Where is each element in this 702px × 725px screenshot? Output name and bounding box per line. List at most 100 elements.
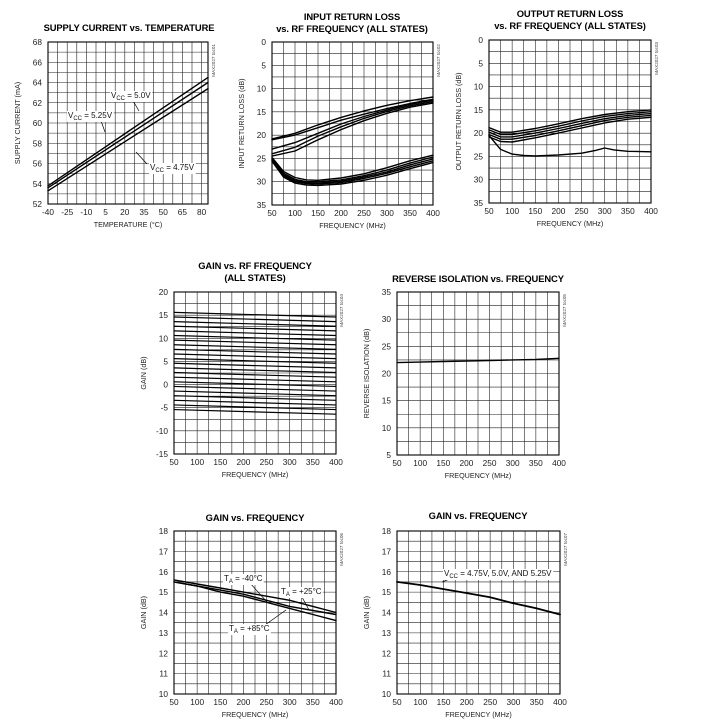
annotation-main: T — [281, 587, 286, 596]
x-tick-label: 400 — [329, 457, 343, 467]
series-line — [271, 100, 434, 155]
y-tick-label: 20 — [474, 128, 484, 138]
series-line — [47, 76, 209, 187]
annotation-subscript: A — [286, 592, 290, 598]
x-tick-label: 250 — [260, 457, 274, 467]
annotation-subscript: A — [234, 629, 238, 635]
y-tick-label: 20 — [257, 130, 267, 140]
y-tick-label: 18 — [382, 526, 392, 536]
chart-title: GAIN vs. FREQUENCY — [429, 510, 529, 521]
x-tick-label: 100 — [190, 697, 204, 707]
x-axis-label: FREQUENCY (MHz) — [445, 710, 512, 719]
annotation-leader — [301, 596, 310, 611]
annotation-main: T — [229, 624, 234, 633]
x-axis-label: FREQUENCY (MHz) — [222, 470, 289, 479]
y-tick-label: 15 — [382, 396, 392, 406]
series-annotation: VCC = 5.25V — [67, 111, 114, 133]
toc-label: MAX2027 toc05 — [562, 294, 567, 327]
series-line — [173, 581, 337, 622]
toc-label: MAX2027 toc06 — [339, 533, 344, 566]
y-tick-label: 62 — [33, 98, 43, 108]
series-line — [173, 348, 337, 355]
series-line — [488, 116, 652, 143]
x-axis-label: FREQUENCY (MHz) — [445, 471, 512, 480]
x-tick-label: 150 — [213, 697, 227, 707]
x-tick-label: 50 — [392, 697, 402, 707]
chart-title: GAIN vs. RF FREQUENCY — [198, 260, 312, 271]
annotation-rest: = +85°C — [238, 624, 270, 633]
y-tick-label: 16 — [382, 567, 392, 577]
chart-gain-temperature: GAIN vs. FREQUENCY 50 100 150 200 250 300 350 40… — [139, 512, 344, 719]
x-tick-label: 150 — [528, 206, 542, 216]
series-line — [173, 395, 337, 401]
plot-frame — [488, 39, 652, 204]
series-annotation: VCC = 4.75V, 5.0V, AND 5.25V — [441, 569, 554, 583]
chart-title: INPUT RETURN LOSS — [304, 11, 400, 22]
x-tick-label: 50 — [159, 207, 169, 217]
toc-label: MAX2027 toc04 — [339, 294, 344, 327]
y-tick-label: 20 — [159, 287, 169, 297]
y-tick-label: -10 — [156, 426, 168, 436]
series-line — [173, 385, 337, 392]
x-tick-label: 50 — [267, 208, 277, 218]
toc-label: MAX2027 toc03 — [654, 42, 659, 75]
annotation-text: VCC = 4.75V, 5.0V, AND 5.25V — [444, 569, 552, 580]
series-line — [173, 399, 337, 406]
y-tick-label: 10 — [257, 84, 267, 94]
y-tick-label: 15 — [382, 587, 392, 597]
y-tick-label: 10 — [382, 423, 392, 433]
y-tick-label: 64 — [33, 78, 43, 88]
x-tick-label: 400 — [553, 697, 567, 707]
x-tick-label: 50 — [392, 458, 402, 468]
x-tick-label: 35 — [139, 207, 149, 217]
x-tick-label: 350 — [306, 697, 320, 707]
annotation-rest: = 5.0V — [125, 91, 151, 100]
x-tick-label: 300 — [283, 457, 297, 467]
plot-grid — [396, 530, 561, 695]
x-tick-label: 400 — [644, 206, 658, 216]
y-tick-label: 5 — [261, 60, 266, 70]
x-tick-label: 300 — [598, 206, 612, 216]
chart-gain-vcc: GAIN vs. FREQUENCY 50 100 150 200 250 300 350 40… — [362, 510, 568, 719]
chart-title: GAIN vs. FREQUENCY — [206, 512, 306, 523]
y-tick-label: 30 — [474, 175, 484, 185]
x-axis-label: FREQUENCY (MHz) — [537, 219, 604, 228]
y-tick-label: 15 — [159, 310, 169, 320]
annotation-leader — [264, 609, 287, 626]
y-tick-label: 15 — [474, 105, 484, 115]
x-tick-label: 50 — [169, 697, 179, 707]
x-tick-label: 100 — [413, 697, 427, 707]
x-tick-label: 400 — [426, 208, 440, 218]
chart-reverse-isolation: REVERSE ISOLATION vs. FREQUENCY 50 100 150 2… — [362, 273, 567, 480]
y-tick-label: 10 — [474, 82, 484, 92]
series-group — [271, 96, 434, 187]
y-tick-label: 17 — [159, 546, 169, 556]
annotation-background — [67, 111, 114, 122]
x-tick-label: 150 — [213, 457, 227, 467]
x-tick-label: 200 — [552, 206, 566, 216]
x-tick-label: -40 — [42, 207, 54, 217]
series-line — [173, 579, 337, 614]
x-tick-label: 150 — [311, 208, 325, 218]
series-line — [488, 110, 652, 136]
plot-frame — [396, 291, 560, 456]
series-line — [173, 404, 337, 411]
x-tick-label: 200 — [460, 697, 474, 707]
series-line — [173, 311, 337, 318]
annotation-background — [223, 574, 264, 585]
x-tick-label: 400 — [552, 458, 566, 468]
series-line — [173, 408, 337, 415]
x-tick-label: 350 — [621, 206, 635, 216]
y-axis-label: GAIN (dB) — [362, 596, 371, 629]
x-tick-label: 80 — [197, 207, 207, 217]
series-line — [271, 96, 434, 140]
series-annotation: VCC = 5.0V — [110, 91, 153, 112]
y-tick-label: 52 — [33, 199, 43, 209]
chart-subtitle: vs. RF FREQUENCY (ALL STATES) — [494, 20, 646, 31]
series-line — [173, 371, 337, 378]
annotation-leader — [249, 582, 268, 603]
annotation-main: V — [150, 163, 156, 172]
annotation-text: TA = -40°C — [224, 574, 263, 585]
x-tick-label: 300 — [283, 697, 297, 707]
